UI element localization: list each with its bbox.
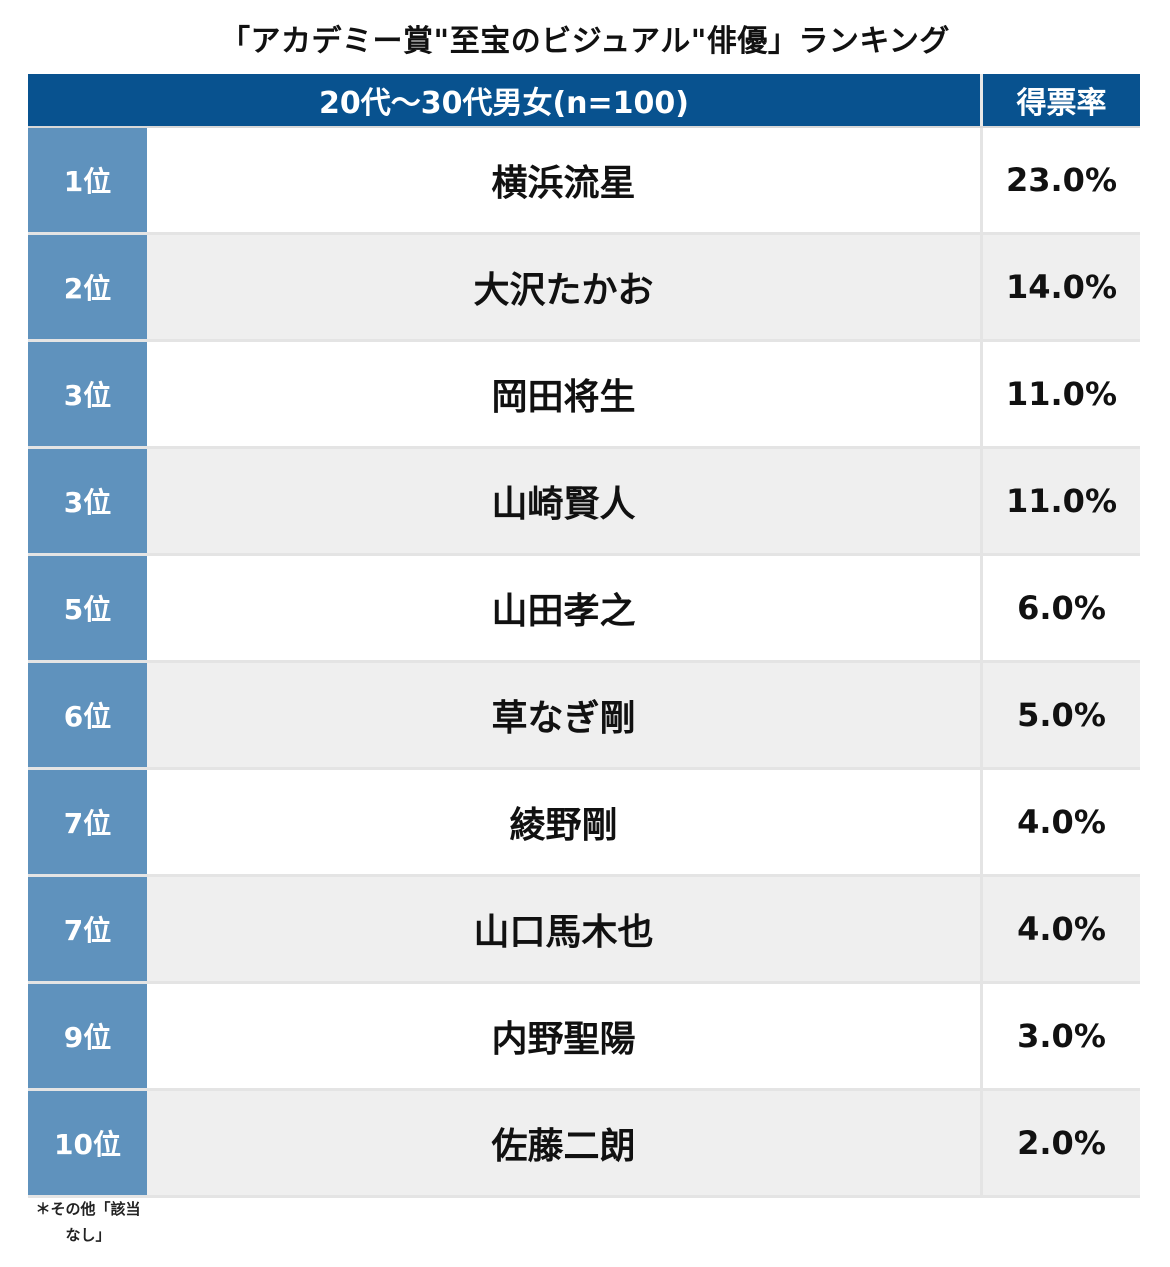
chart-title: 「アカデミー賞"至宝のビジュアル"俳優」ランキング xyxy=(220,24,950,59)
actor-name: 横浜流星 xyxy=(147,128,983,232)
rank-cell: 6位 xyxy=(28,663,147,767)
rank-cell: 7位 xyxy=(28,877,147,981)
vote-rate: 14.0% xyxy=(983,235,1140,339)
rank-cell: 2位 xyxy=(28,235,147,339)
rank-cell: 10位 xyxy=(28,1091,147,1195)
vote-rate: 4.0% xyxy=(983,877,1140,981)
table-row: 7位 綾野剛 4.0% xyxy=(28,770,1140,877)
actor-name: 内野聖陽 xyxy=(147,984,983,1088)
ranking-table: 20代〜30代男女(n=100) 得票率 1位 横浜流星 23.0% 2位 大沢… xyxy=(28,74,1140,1198)
table-row: 9位 内野聖陽 3.0% xyxy=(28,984,1140,1091)
actor-name: 綾野剛 xyxy=(147,770,983,874)
footnote-line-1: ＊その他「該当 xyxy=(35,1200,141,1218)
vote-rate: 11.0% xyxy=(983,342,1140,446)
rank-cell: 3位 xyxy=(28,449,147,553)
vote-rate: 5.0% xyxy=(983,663,1140,767)
vote-rate: 2.0% xyxy=(983,1091,1140,1195)
table-row: 10位 佐藤二朗 2.0% xyxy=(28,1091,1140,1198)
actor-name: 大沢たかお xyxy=(147,235,983,339)
footnote: ＊その他「該当 なし」 xyxy=(28,1196,148,1248)
rate-header: 得票率 xyxy=(983,74,1140,126)
rank-cell: 1位 xyxy=(28,128,147,232)
actor-name: 岡田将生 xyxy=(147,342,983,446)
vote-rate: 3.0% xyxy=(983,984,1140,1088)
rank-cell: 5位 xyxy=(28,556,147,660)
table-header: 20代〜30代男女(n=100) 得票率 xyxy=(28,74,1140,128)
vote-rate: 11.0% xyxy=(983,449,1140,553)
rank-cell: 9位 xyxy=(28,984,147,1088)
actor-name: 佐藤二朗 xyxy=(147,1091,983,1195)
rank-cell: 3位 xyxy=(28,342,147,446)
table-row: 3位 岡田将生 11.0% xyxy=(28,342,1140,449)
table-row: 2位 大沢たかお 14.0% xyxy=(28,235,1140,342)
actor-name: 山田孝之 xyxy=(147,556,983,660)
table-row: 6位 草なぎ剛 5.0% xyxy=(28,663,1140,770)
table-row: 7位 山口馬木也 4.0% xyxy=(28,877,1140,984)
footnote-line-2: なし」 xyxy=(65,1226,111,1244)
actor-name: 草なぎ剛 xyxy=(147,663,983,767)
sample-header: 20代〜30代男女(n=100) xyxy=(28,74,983,126)
rank-cell: 7位 xyxy=(28,770,147,874)
vote-rate: 4.0% xyxy=(983,770,1140,874)
vote-rate: 6.0% xyxy=(983,556,1140,660)
table-row: 5位 山田孝之 6.0% xyxy=(28,556,1140,663)
table-row: 3位 山崎賢人 11.0% xyxy=(28,449,1140,556)
vote-rate: 23.0% xyxy=(983,128,1140,232)
actor-name: 山崎賢人 xyxy=(147,449,983,553)
table-row: 1位 横浜流星 23.0% xyxy=(28,128,1140,235)
actor-name: 山口馬木也 xyxy=(147,877,983,981)
